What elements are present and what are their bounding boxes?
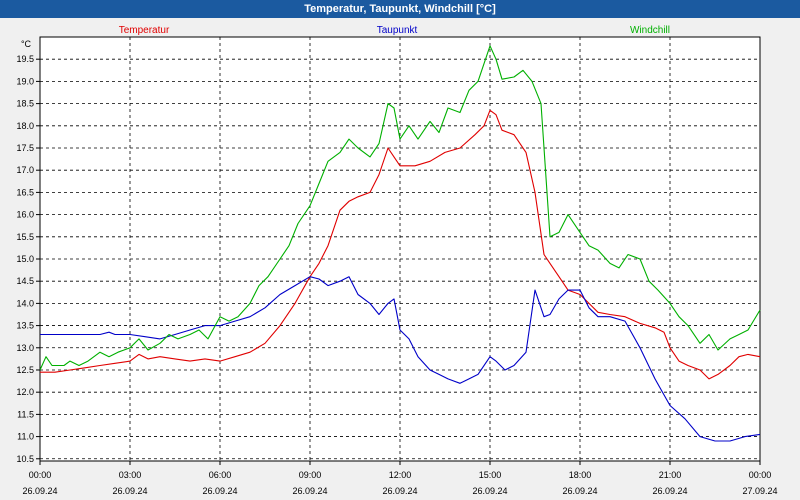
series-line-taupunkt	[40, 276, 761, 442]
y-tick-label: 15.0	[16, 254, 34, 264]
y-tick-label: 14.0	[16, 298, 34, 308]
y-tick-label: 12.0	[16, 387, 34, 397]
x-tick-time-label: 12:00	[389, 470, 412, 480]
y-axis-label: °C	[21, 39, 32, 49]
series-line-temperatur	[40, 109, 761, 380]
y-tick-label: 11.5	[17, 409, 34, 419]
legend-entry-windchill: Windchill	[630, 25, 670, 36]
x-tick-time-label: 03:00	[119, 470, 142, 480]
x-tick-date-label: 26.09.24	[562, 486, 597, 496]
x-tick-time-label: 00:00	[749, 470, 772, 480]
y-tick-label: 16.0	[16, 210, 34, 220]
y-tick-label: 19.5	[16, 54, 34, 64]
y-tick-label: 11.0	[17, 432, 34, 442]
chart-title: Temperatur, Taupunkt, Windchill [°C]	[0, 0, 800, 18]
y-tick-label: 17.5	[16, 143, 34, 153]
y-tick-label: 14.5	[16, 276, 34, 286]
x-tick-time-label: 21:00	[659, 470, 682, 480]
x-tick-time-label: 06:00	[209, 470, 232, 480]
x-tick-date-label: 26.09.24	[382, 486, 417, 496]
x-tick-date-label: 26.09.24	[112, 486, 147, 496]
y-tick-label: 13.5	[16, 321, 34, 331]
series-line-windchill	[39, 45, 761, 371]
y-tick-label: 13.0	[16, 343, 34, 353]
x-tick-date-label: 26.09.24	[22, 486, 57, 496]
y-tick-label: 15.5	[16, 232, 34, 242]
x-tick-time-label: 00:00	[29, 470, 52, 480]
y-tick-label: 10.5	[16, 454, 34, 464]
legend-entry-temperatur: Temperatur	[119, 25, 170, 36]
x-tick-date-label: 26.09.24	[292, 486, 327, 496]
x-tick-date-label: 26.09.24	[202, 486, 237, 496]
y-tick-label: 18.5	[16, 99, 34, 109]
x-tick-time-label: 09:00	[299, 470, 322, 480]
x-tick-date-label: 27.09.24	[742, 486, 777, 496]
x-tick-time-label: 15:00	[479, 470, 502, 480]
y-tick-label: 19.0	[16, 76, 34, 86]
legend-entry-taupunkt: Taupunkt	[377, 25, 418, 36]
y-tick-label: 17.0	[16, 165, 34, 175]
x-tick-date-label: 26.09.24	[652, 486, 687, 496]
y-tick-label: 16.5	[16, 187, 34, 197]
x-tick-time-label: 18:00	[569, 470, 592, 480]
x-tick-date-label: 26.09.24	[472, 486, 507, 496]
y-tick-label: 12.5	[16, 365, 34, 375]
y-tick-label: 18.0	[16, 121, 34, 131]
